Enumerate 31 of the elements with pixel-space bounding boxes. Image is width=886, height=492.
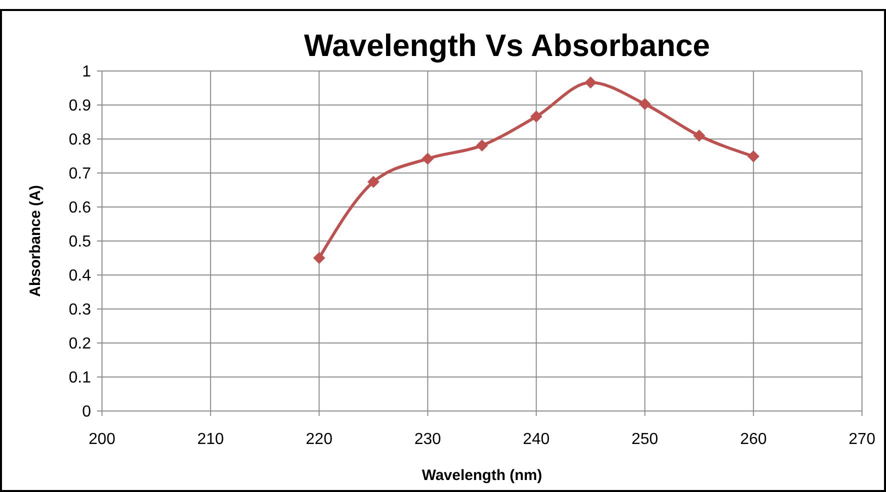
x-tick-label: 270	[848, 431, 876, 448]
x-tick-label: 250	[632, 431, 658, 448]
x-axis-title: Wavelength (nm)	[422, 467, 542, 484]
y-tick-label: 0.2	[68, 336, 92, 353]
y-tick-label: 0.1	[68, 370, 92, 387]
y-tick-label: 0.5	[68, 234, 92, 251]
x-tick-label: 260	[740, 431, 767, 448]
x-tick-label: 230	[414, 431, 442, 448]
chart-title: Wavelength Vs Absorbance	[304, 28, 710, 63]
point	[530, 110, 542, 123]
y-tick-label: 0.4	[68, 268, 92, 285]
y-tick-label: 1	[82, 64, 92, 81]
point	[693, 130, 706, 142]
point	[367, 176, 380, 188]
y-tick-label: 0.8	[68, 132, 92, 149]
point	[476, 139, 488, 152]
point	[584, 76, 597, 89]
y-tick-label: 0	[82, 404, 92, 421]
point	[638, 98, 651, 110]
point	[313, 252, 326, 264]
y-tick-label: 0.6	[68, 200, 92, 217]
y-axis-title: Absorbance (A)	[27, 185, 44, 297]
x-tick-label: 240	[522, 431, 550, 448]
y-tick-label: 0.7	[68, 166, 92, 183]
x-tick-label: 220	[306, 431, 333, 448]
x-tick-label: 210	[197, 431, 224, 448]
point	[422, 152, 434, 165]
point	[747, 150, 760, 162]
x-tick-label: 200	[88, 431, 116, 448]
y-tick-label: 0.9	[68, 98, 92, 115]
y-tick-label: 0.3	[68, 302, 92, 319]
